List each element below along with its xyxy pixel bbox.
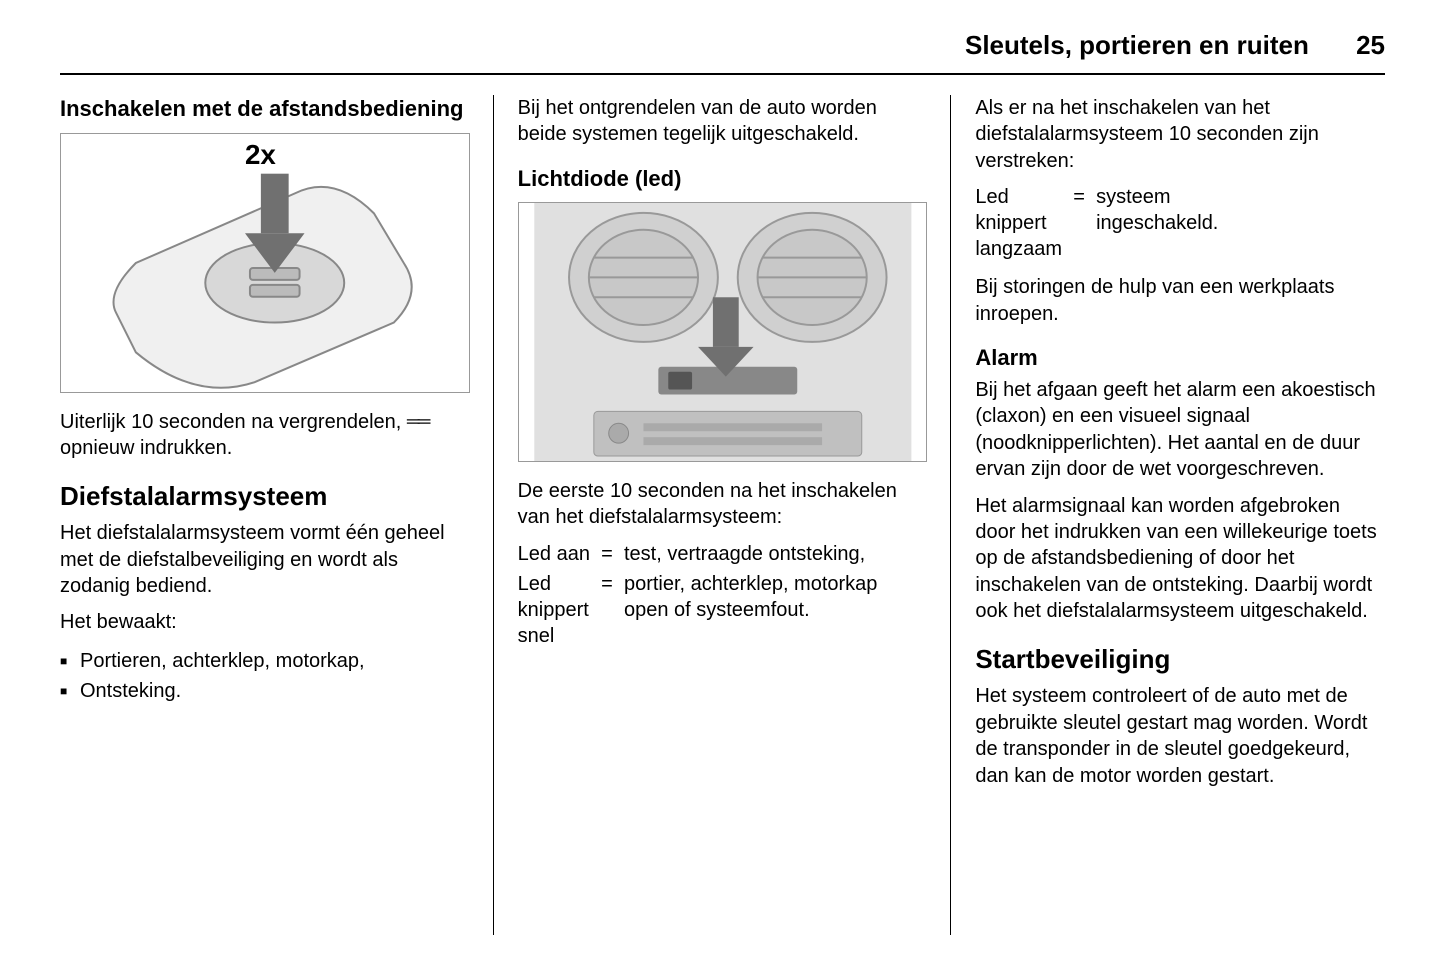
list-item: Portieren, achterklep, motorkap,: [60, 646, 470, 676]
text-na-inschakelen: Als er na het inschakelen van het diefst…: [975, 95, 1385, 174]
text-alarm-2: Het alarmsignaal kan worden afgebroken d…: [975, 493, 1385, 625]
text-bewaakt: Het bewaakt:: [60, 609, 470, 635]
column-2: Bij het ontgrendelen van de auto worden …: [494, 95, 952, 935]
equals-sign: =: [598, 541, 616, 567]
text-diefstal-intro: Het diefstalalarmsysteem vormt één gehee…: [60, 520, 470, 599]
list-item: Ontsteking.: [60, 676, 470, 706]
def-term: Led knippert langzaam: [975, 184, 1062, 262]
text-ontgrendelen: Bij het ontgrendelen van de auto worden …: [518, 95, 928, 148]
figure-label-2x: 2x: [245, 138, 276, 169]
def-value: systeem ingeschakeld.: [1096, 184, 1385, 262]
led-definitions-2: Led knippert langzaam = systeem ingescha…: [975, 184, 1385, 262]
def-term: Led knippert snel: [518, 571, 590, 649]
text-uiterlijk: Uiterlijk 10 seconden na vergrendelen, ═…: [60, 409, 470, 462]
heading-alarm: Alarm: [975, 345, 1385, 371]
page-number: 25: [1356, 30, 1385, 60]
def-value: portier, achterklep, motorkap open of sy…: [624, 571, 927, 649]
text-start: Het systeem controleert of de auto met d…: [975, 683, 1385, 789]
text-eerste10: De eerste 10 seconden na het inschakelen…: [518, 478, 928, 531]
heading-inschakelen: Inschakelen met de afstandsbediening: [60, 95, 470, 123]
figure-remote-key: 2x: [60, 133, 470, 393]
lock-icon: ══: [407, 410, 429, 434]
page-header: Sleutels, portieren en ruiten 25: [60, 30, 1385, 75]
heading-startbeveiliging: Startbeveiliging: [975, 644, 1385, 675]
list-bewaakt: Portieren, achterklep, motorkap, Ontstek…: [60, 646, 470, 706]
column-3: Als er na het inschakelen van het diefst…: [951, 95, 1385, 935]
heading-lichtdiode: Lichtdiode (led): [518, 166, 928, 192]
text-storingen: Bij storingen de hulp van een werkplaats…: [975, 274, 1385, 327]
equals-sign: =: [1070, 184, 1088, 262]
column-1: Inschakelen met de afstandsbediening 2x: [60, 95, 494, 935]
led-definitions-1: Led aan = test, vertraagde ontsteking, L…: [518, 541, 928, 649]
def-value: test, vertraagde ontsteking,: [624, 541, 927, 567]
heading-diefstal: Diefstalalarmsysteem: [60, 481, 470, 512]
header-title: Sleutels, portieren en ruiten: [965, 30, 1309, 60]
text-alarm-1: Bij het afgaan geeft het alarm een akoes…: [975, 377, 1385, 483]
def-term: Led aan: [518, 541, 590, 567]
figure-dashboard-led: [518, 202, 928, 462]
content-columns: Inschakelen met de afstandsbediening 2x: [60, 95, 1385, 935]
equals-sign: =: [598, 571, 616, 649]
